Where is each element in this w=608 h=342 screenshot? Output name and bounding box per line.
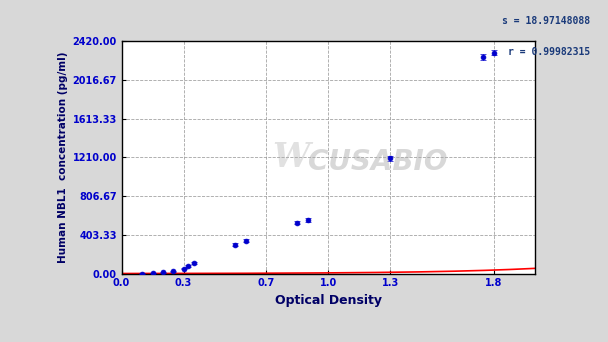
Text: CUSABIO: CUSABIO: [308, 148, 447, 176]
Y-axis label: Human NBL1  concentration (pg/ml): Human NBL1 concentration (pg/ml): [58, 52, 68, 263]
Text: s = 18.97148088: s = 18.97148088: [502, 16, 590, 26]
Text: r = 0.99982315: r = 0.99982315: [508, 47, 590, 57]
X-axis label: Optical Density: Optical Density: [275, 294, 382, 307]
Text: W: W: [272, 141, 310, 174]
